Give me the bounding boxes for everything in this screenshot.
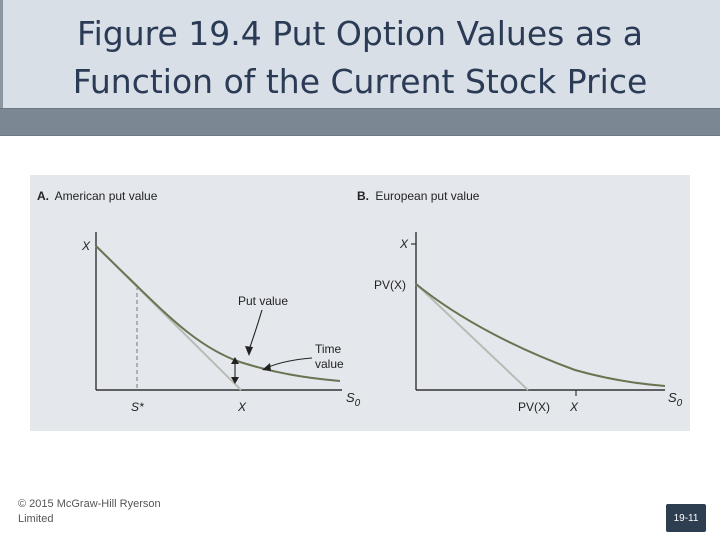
panel-a-put-curve (95, 245, 341, 382)
copyright-line2: Limited (18, 513, 54, 525)
panel-a-x-axis-sub: 0 (355, 398, 361, 409)
panel-a-put-value-arrow (248, 309, 263, 351)
panel-b-x-axis-s: S (668, 390, 677, 405)
title-edge (0, 0, 3, 108)
panel-a-time-value-arrow (265, 357, 313, 369)
panel-a-x-tick-x: X (237, 400, 247, 414)
panel-a-time-value-arrowhead-up (231, 357, 239, 364)
panel-b-heading-text: European put value (375, 189, 479, 203)
panel-b-letter: B. (357, 189, 369, 203)
panel-b-y-tick-pvx: PV(X) (374, 278, 406, 292)
panel-a-time-value-arrowhead-down (231, 377, 239, 384)
copyright-line1: © 2015 McGraw-Hill Ryerson (18, 498, 161, 510)
panel-b-heading: B. European put value (357, 189, 480, 203)
panel-a-y-tick-x: X (81, 239, 91, 253)
panel-a-time-value-label-2: value (315, 357, 344, 371)
panel-a-time-value-pointer-head (262, 363, 271, 371)
panel-b-intrinsic-line (415, 283, 529, 391)
panel-b-put-curve (415, 283, 666, 387)
panel-a-heading-text: American put value (55, 189, 158, 203)
slide-title-line1: Figure 19.4 Put Option Values as a (77, 14, 643, 53)
panel-a-put-value-arrowhead (245, 346, 253, 356)
figure-panel (30, 175, 690, 431)
panel-b-x-tick-pvx: PV(X) (518, 400, 550, 414)
panel-a-put-value-label: Put value (238, 294, 288, 308)
panel-a-letter: A. (37, 189, 49, 203)
panel-a-heading: A. American put value (37, 189, 158, 203)
copyright-footer: © 2015 McGraw-Hill Ryerson Limited (18, 497, 218, 527)
panel-a-time-value-label-1: Time (315, 342, 342, 356)
panel-b-x-axis-label: S0 (668, 390, 683, 409)
panel-a-x-axis-s: S (346, 390, 355, 405)
title-band (0, 0, 720, 108)
panel-b-x-axis-sub: 0 (677, 398, 683, 409)
panel-a-x-tick-sstar: S* (131, 400, 144, 414)
title-divider-bar (0, 108, 720, 136)
panel-b-y-tick-x: X (399, 237, 409, 251)
page-number-badge: 19-11 (666, 504, 706, 532)
panel-b-x-tick-x: X (569, 400, 579, 414)
slide-title-line2: Function of the Current Stock Price (72, 62, 648, 101)
slide-title: Figure 19.4 Put Option Values as a Funct… (0, 10, 720, 106)
panel-a-x-axis-label: S0 (346, 390, 361, 409)
